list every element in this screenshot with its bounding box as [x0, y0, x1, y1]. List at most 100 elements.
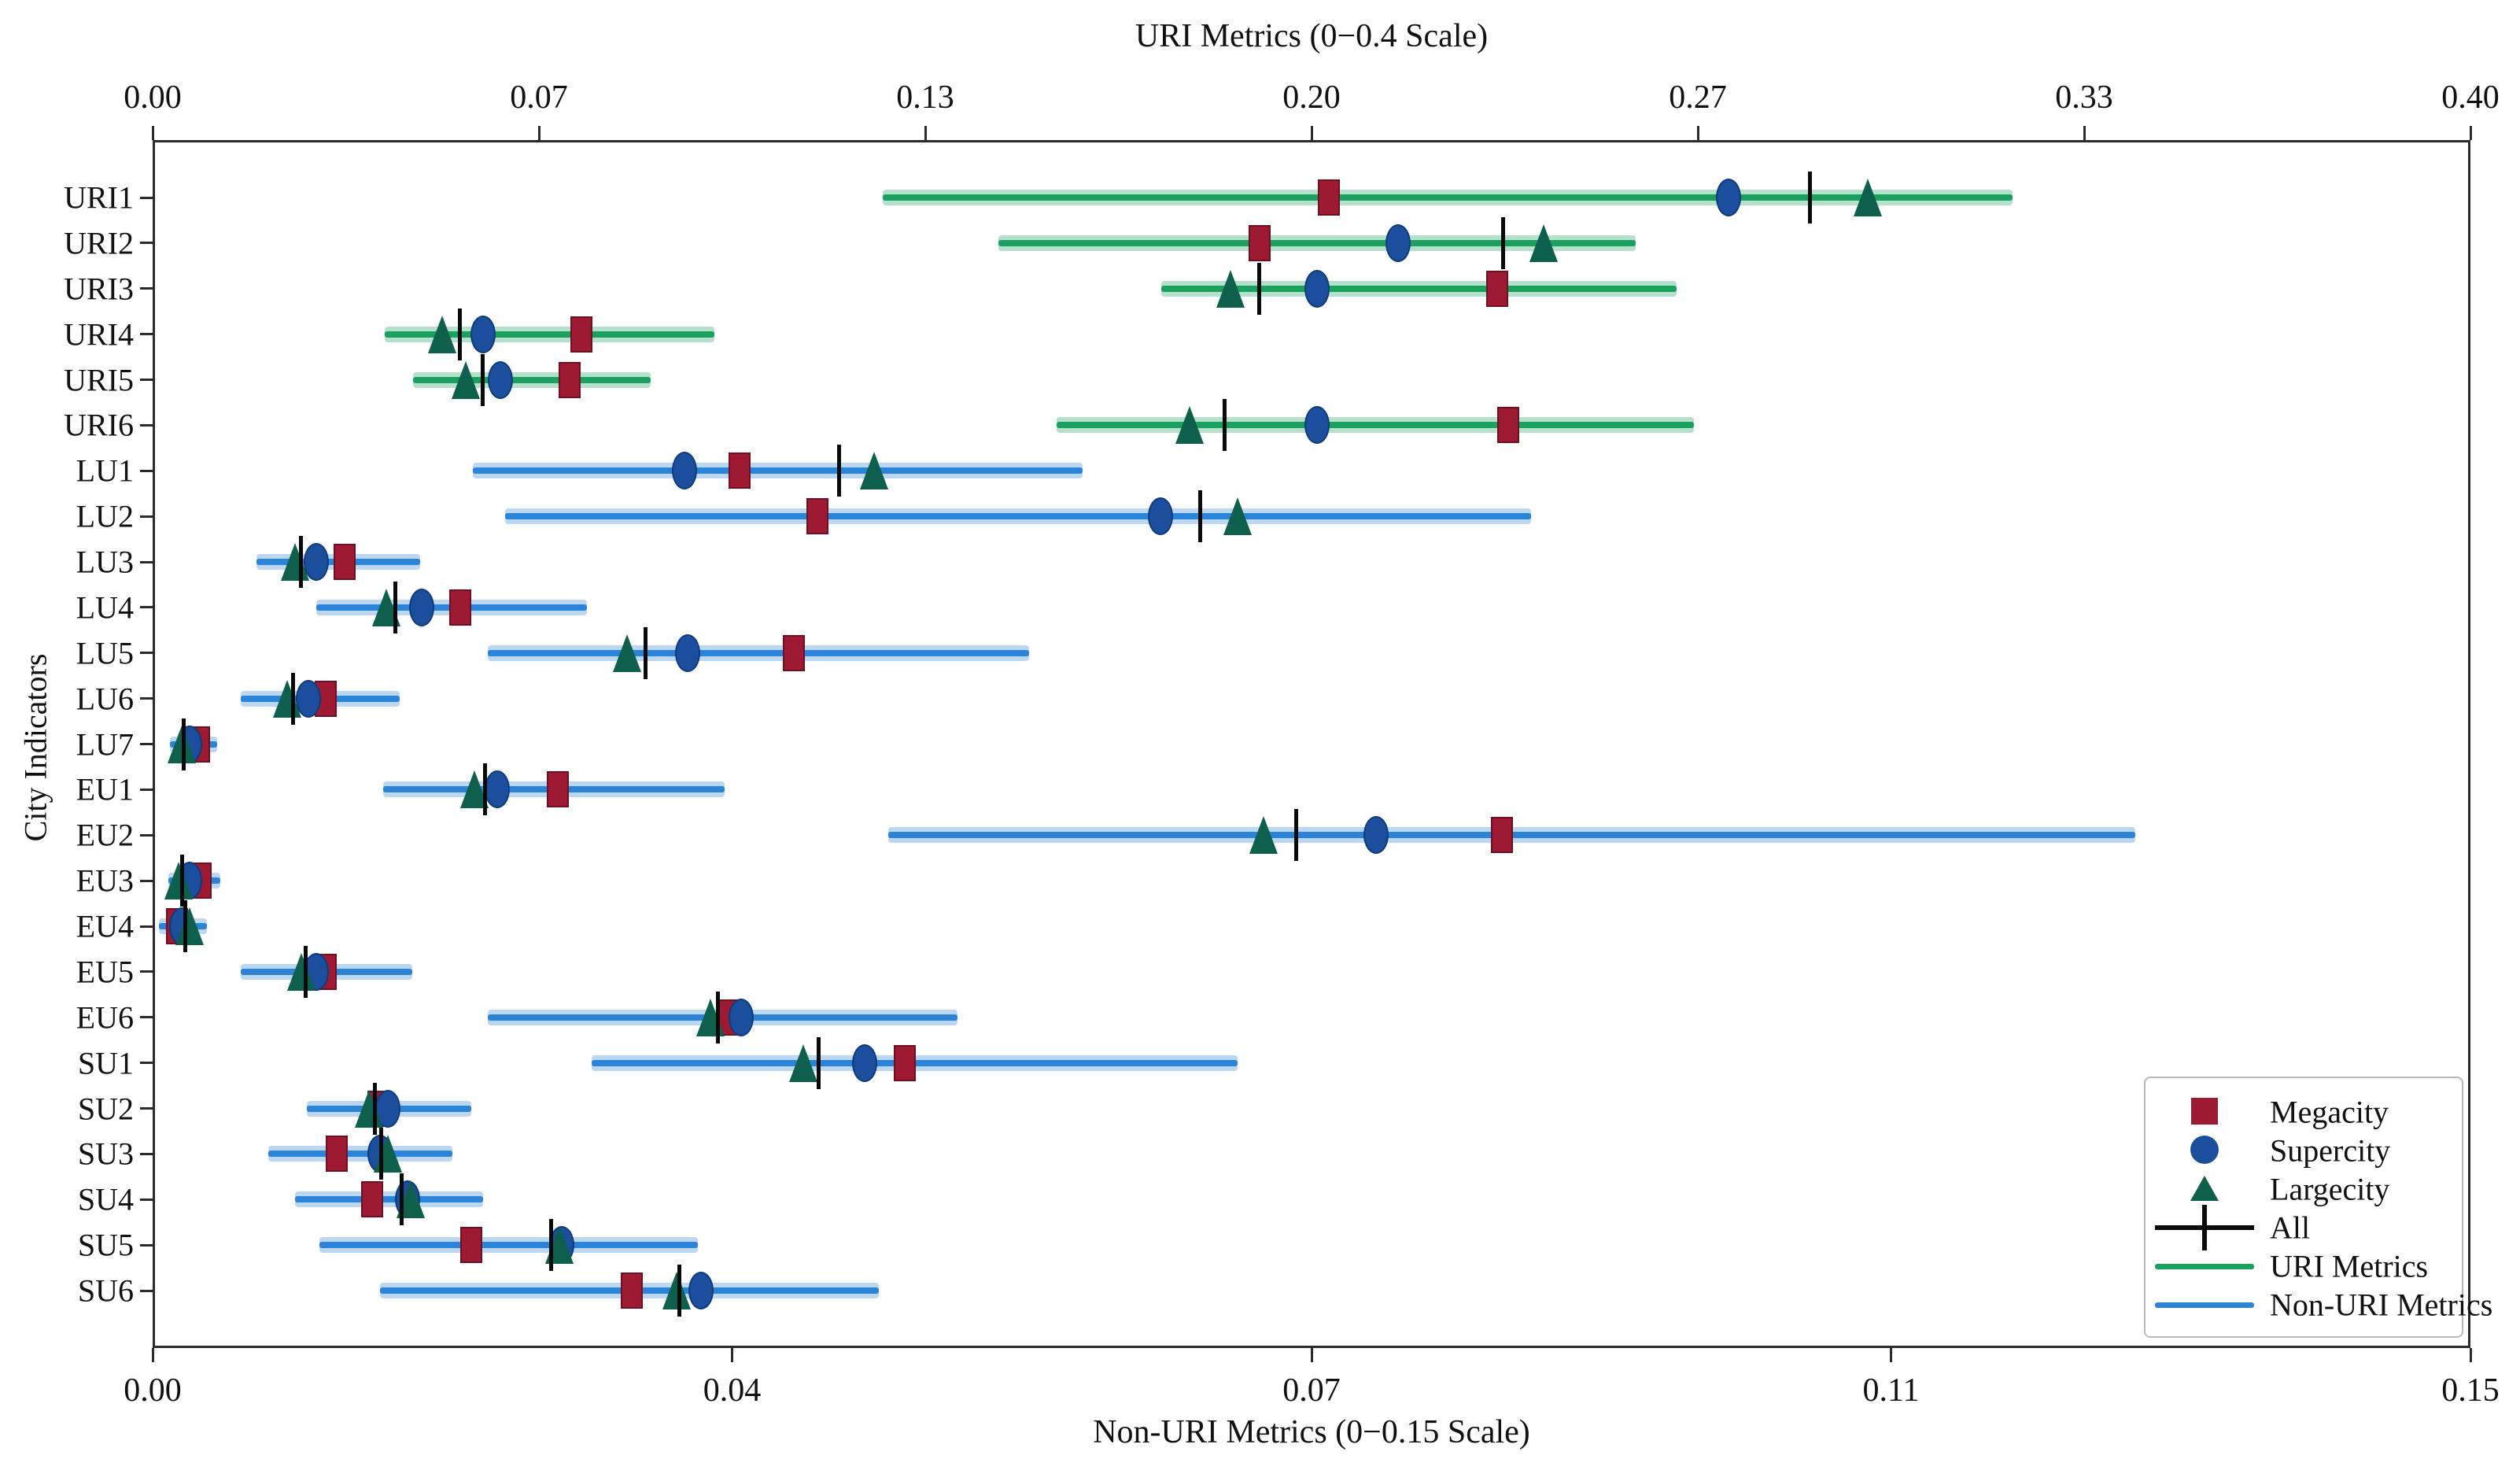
bottom-axis-tick: [1890, 1348, 1892, 1362]
top-axis-tick: [1696, 126, 1699, 140]
legend-item-megacity: Megacity: [2146, 1092, 2462, 1131]
nonuri-range-line: [488, 649, 1029, 656]
legend-label: Supercity: [2270, 1132, 2391, 1168]
supercity-marker: [674, 633, 700, 672]
y-axis-tick: [140, 1289, 153, 1292]
largecity-marker: [1223, 497, 1252, 536]
top-axis-tick: [151, 126, 154, 140]
y-axis-tick: [140, 560, 153, 563]
megacity-marker: [325, 1136, 348, 1173]
supercity-marker: [671, 452, 697, 490]
line-legend-icon: [2146, 1285, 2264, 1324]
all-marker: [481, 353, 485, 406]
y-axis-tick: [140, 879, 153, 882]
all-marker: [836, 445, 841, 497]
y-axis-tick: [140, 515, 153, 518]
largecity-marker: [1249, 816, 1278, 855]
uri-range-line: [384, 331, 715, 338]
all-marker: [181, 718, 186, 770]
top-axis-tick-label: 0.00: [124, 79, 182, 116]
megacity-marker: [546, 771, 569, 808]
all-marker: [716, 991, 721, 1043]
megacity-marker: [806, 498, 828, 535]
largecity-marker: [286, 952, 315, 991]
top-axis-tick: [924, 126, 927, 140]
largecity-marker: [860, 452, 889, 490]
bottom-axis-tick-label: 0.04: [703, 1372, 762, 1409]
megacity-marker: [459, 1227, 482, 1264]
bottom-axis-tick-label: 0.00: [124, 1372, 182, 1409]
top-axis-tick: [2083, 126, 2086, 140]
circle-legend-icon: [2146, 1131, 2264, 1169]
megacity-marker: [894, 1044, 917, 1081]
y-axis-row-label: LU6: [76, 681, 134, 717]
y-axis-row-label: EU4: [76, 908, 134, 944]
y-axis-row-label: SU4: [77, 1181, 134, 1217]
megacity-marker: [448, 589, 471, 626]
triangle-glyph: [2190, 1176, 2219, 1201]
megacity-marker: [729, 452, 751, 489]
legend-label: Megacity: [2270, 1094, 2389, 1129]
y-axis-row-label: URI3: [64, 271, 134, 307]
supercity-marker: [408, 588, 434, 626]
all-marker: [1223, 399, 1227, 452]
largecity-marker: [164, 862, 194, 900]
megacity-marker: [783, 634, 806, 671]
y-axis-tick: [140, 970, 153, 973]
megacity-marker: [570, 316, 592, 353]
largecity-marker: [662, 1272, 691, 1309]
nonuri-range-line: [268, 1151, 452, 1158]
y-axis-tick: [140, 1016, 153, 1019]
plus-glyph: [2202, 1205, 2207, 1250]
uri-range-line: [882, 194, 2013, 201]
all-marker: [1293, 809, 1298, 862]
line-glyph: [2155, 1302, 2254, 1308]
legend-label: Largecity: [2270, 1171, 2390, 1206]
y-axis-tick: [140, 788, 153, 791]
legend-label: Non-URI Metrics: [2270, 1287, 2493, 1322]
all-marker: [1807, 172, 1812, 223]
legend-item-largecity: Largecity: [2146, 1169, 2462, 1208]
y-axis-row-label: SU5: [77, 1227, 134, 1263]
all-marker: [1198, 490, 1203, 543]
all-marker: [1500, 216, 1505, 269]
nonuri-range-line: [472, 467, 1083, 475]
largecity-marker: [1529, 223, 1558, 262]
largecity-marker: [1854, 179, 1883, 216]
y-axis-tick: [140, 697, 153, 700]
y-axis-row-label: SU1: [77, 1045, 134, 1081]
y-axis-row-label: LU4: [76, 589, 134, 626]
bottom-axis-tick-label: 0.15: [2441, 1372, 2500, 1409]
all-marker: [677, 1265, 682, 1317]
top-axis-tick-label: 0.07: [510, 79, 568, 116]
nonuri-range-line: [294, 1196, 484, 1203]
y-axis-tick: [140, 1062, 153, 1065]
all-marker: [644, 626, 648, 679]
line-glyph: [2155, 1264, 2254, 1269]
uri-range-line: [1056, 422, 1695, 429]
plot-area: [153, 140, 2470, 1348]
y-axis-row-label: URI2: [64, 225, 134, 261]
supercity-marker: [1304, 269, 1330, 308]
top-axis-tick-label: 0.20: [1282, 79, 1341, 116]
legend-item-supercity: Supercity: [2146, 1131, 2462, 1169]
nonuri-range-line: [504, 513, 1531, 520]
y-axis-row-label: LU3: [76, 544, 134, 580]
y-axis-row-label: EU5: [76, 954, 134, 990]
y-axis-tick: [140, 652, 153, 655]
y-axis-row-label: SU3: [77, 1136, 134, 1172]
y-axis-tick: [140, 1152, 153, 1155]
legend-item-uri-metrics: URI Metrics: [2146, 1247, 2462, 1285]
largecity-marker: [451, 360, 480, 399]
y-axis-row-label: EU2: [76, 817, 134, 853]
supercity-marker: [1363, 816, 1389, 855]
bottom-axis-tick: [1310, 1348, 1313, 1362]
y-axis-tick: [140, 925, 153, 928]
all-marker: [482, 763, 487, 816]
uri-range-line: [998, 239, 1636, 246]
y-axis-row-label: SU2: [77, 1091, 134, 1126]
y-axis-tick: [140, 743, 153, 745]
bottom-axis-tick: [2469, 1348, 2472, 1362]
y-axis-row-label: EU3: [76, 862, 134, 899]
y-axis-tick: [140, 423, 153, 427]
